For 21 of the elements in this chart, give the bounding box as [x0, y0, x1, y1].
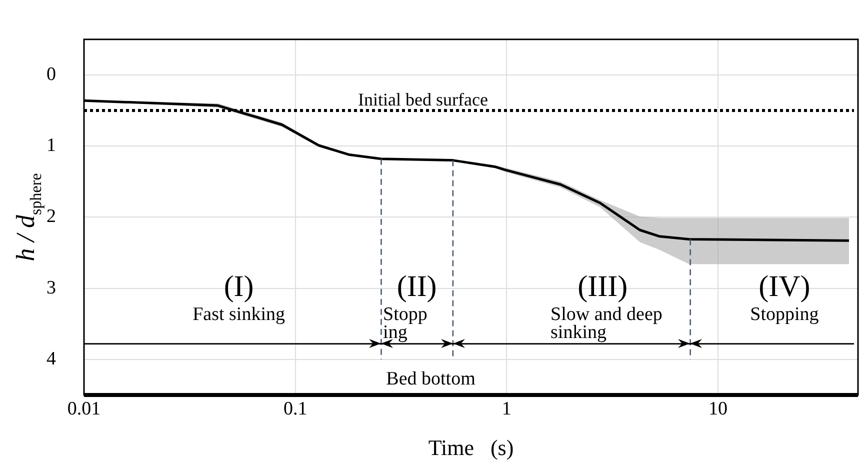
- annotation: Stopping: [750, 304, 820, 325]
- y-tick-label: 2: [46, 206, 56, 228]
- x-tick-label: 10: [708, 398, 728, 420]
- annotation: (I): [224, 270, 254, 304]
- annotation: (III): [578, 270, 628, 304]
- annotation: Fast sinking: [192, 304, 286, 325]
- y-tick-label: 4: [46, 348, 56, 370]
- y-tick-label: 1: [46, 135, 56, 156]
- x-tick-label: 0.1: [283, 398, 308, 420]
- x-tick-label: 0.01: [67, 398, 101, 420]
- y-axis-title: h / dsphere: [11, 173, 45, 262]
- x-tick-label: 1: [502, 398, 512, 420]
- y-tick-label: 3: [46, 277, 56, 298]
- annotation: Stopp ing: [383, 304, 428, 343]
- annotation: (IV): [758, 270, 810, 304]
- x-axis-title: Time (s): [428, 435, 514, 460]
- annotation: Slow and deep sinking: [550, 304, 662, 343]
- y-tick-label: 0: [46, 64, 56, 85]
- ref-line-label: Initial bed surface: [358, 89, 488, 110]
- annotation: Bed bottom: [386, 368, 476, 390]
- annotation: (II): [396, 270, 437, 304]
